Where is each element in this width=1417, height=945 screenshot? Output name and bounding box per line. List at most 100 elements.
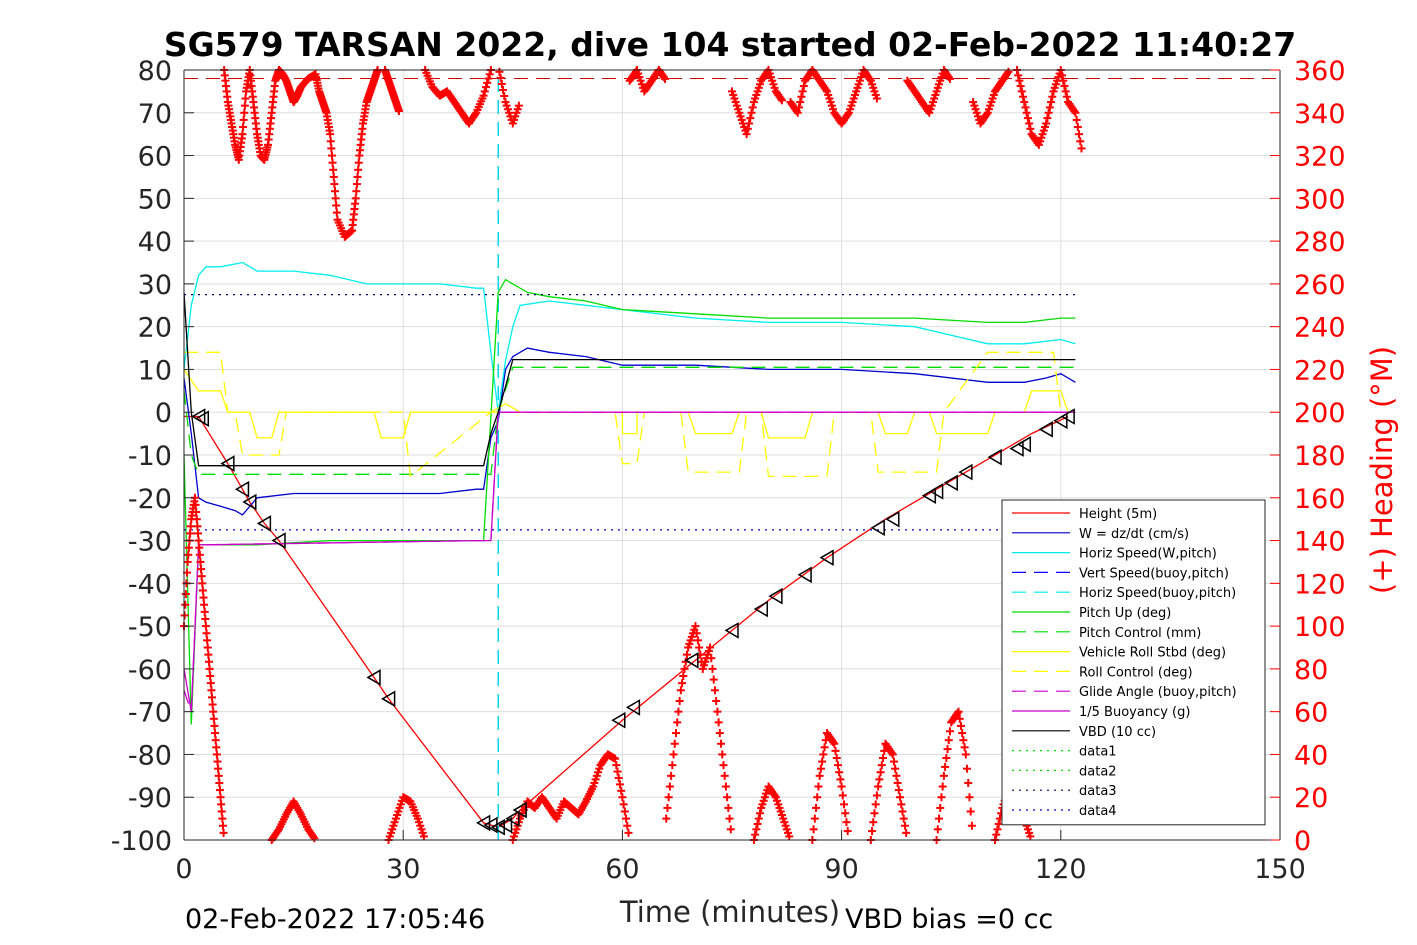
series-6-line: [183, 366, 1076, 475]
heading-marker-258: [351, 194, 360, 203]
heading-marker-899: [959, 736, 968, 745]
heading-marker-830: [889, 757, 898, 766]
heading-markers: [180, 66, 1086, 844]
heading-marker-584: [663, 803, 672, 812]
y-tick-label-9: -10: [128, 441, 172, 472]
legend-label-2: Horiz Speed(W,pitch): [1079, 547, 1217, 562]
heading-marker-836: [897, 800, 906, 809]
y-right-tick-label-11: 140: [1294, 527, 1346, 558]
heading-marker-56: [214, 764, 223, 773]
legend-label-15: data4: [1079, 804, 1117, 819]
heading-marker-33: [200, 600, 209, 609]
heading-marker-996: [1048, 92, 1057, 101]
legend: Height (5m) W = dz/dt (cm/s) Horiz Speed(W…: [1001, 499, 1266, 826]
heading-marker-755: [820, 743, 829, 752]
heading-marker-51: [211, 729, 220, 738]
heading-marker-936: [1004, 67, 1013, 76]
heading-marker-43: [206, 672, 215, 681]
heading-marker-598: [680, 664, 689, 673]
y-right-tick-label-15: 60: [1294, 698, 1328, 729]
heading-marker-239: [332, 208, 341, 217]
depth-marker-34: [1060, 408, 1075, 425]
x-tick-label-1: 30: [386, 854, 420, 885]
legend-box: [1001, 499, 1266, 826]
y-right-tick-label-9: 180: [1294, 441, 1346, 472]
heading-marker-628: [717, 739, 726, 748]
y-tick-label-1: 70: [138, 99, 172, 130]
depth-marker-28: [958, 463, 973, 481]
heading-marker-1016: [1072, 115, 1081, 124]
x-tick-label-3: 90: [824, 854, 858, 885]
heading-marker-1017: [1073, 123, 1082, 132]
series-8-line: [184, 351, 1076, 478]
heading-marker-680: [751, 830, 760, 839]
heading-marker-435: [482, 83, 491, 92]
heading-marker-589: [669, 750, 678, 759]
heading-marker-683: [754, 814, 763, 823]
heading-marker-884: [941, 762, 950, 771]
heading-marker-434: [480, 87, 489, 96]
depth-marker-25: [921, 487, 937, 504]
heading-marker-812: [868, 827, 877, 836]
depth-marker-12: [498, 816, 513, 834]
depth-marker-8: [381, 690, 396, 708]
heading-marker-590: [670, 739, 679, 748]
y-right-tick-label-1: 340: [1294, 99, 1346, 130]
heading-marker-1018: [1075, 130, 1084, 139]
heading-marker-40: [204, 650, 213, 659]
heading-marker-903: [964, 778, 973, 787]
depth-marker-2: [220, 455, 235, 472]
heading-marker-608: [692, 629, 701, 638]
heading-marker-35: [201, 614, 210, 623]
heading-marker-650: [743, 124, 752, 133]
y-right-tick-label-4: 280: [1294, 227, 1346, 258]
heading-marker-591: [671, 729, 680, 738]
heading-marker-968: [1014, 71, 1023, 80]
heading-marker-58: [215, 778, 224, 787]
heading-marker-100: [240, 101, 249, 110]
heading-marker-678: [777, 96, 786, 105]
heading-marker-838: [899, 814, 908, 823]
depth-marker-19: [753, 600, 768, 618]
heading-marker-978: [1026, 124, 1035, 133]
heading-marker-442: [497, 79, 506, 88]
heading-marker-684: [756, 809, 765, 818]
y-right-tick-label-12: 120: [1294, 569, 1346, 600]
heading-marker-53: [212, 743, 221, 752]
heading-marker-969: [1015, 76, 1024, 85]
heading-marker-26: [195, 550, 204, 559]
legend-label-12: data1: [1079, 745, 1117, 760]
heading-marker-765: [832, 754, 841, 763]
heading-marker-549: [620, 807, 629, 816]
heading-marker-45: [207, 686, 216, 695]
heading-marker-810: [872, 94, 881, 103]
heading-marker-820: [877, 761, 886, 770]
heading-marker-600: [682, 650, 691, 659]
depth-marker-23: [870, 519, 885, 537]
heading-marker-773: [842, 818, 851, 827]
heading-marker-546: [617, 786, 626, 795]
heading-marker-771: [840, 800, 849, 809]
heading-marker-543: [613, 767, 622, 776]
depth-marker-30: [1009, 440, 1024, 457]
heading-marker-754: [819, 750, 828, 759]
heading-marker-541: [611, 754, 620, 763]
heading-marker-47: [208, 700, 217, 709]
heading-marker-625: [713, 707, 722, 716]
tick-labels: 0 30 60 90 120 15080706050403020100-10-20-30-…: [111, 56, 1346, 885]
footer-vbd-bias: VBD bias =0 cc: [845, 904, 1053, 935]
heading-marker-831: [891, 764, 900, 773]
heading-marker-354: [310, 834, 319, 843]
heading-marker-769: [837, 782, 846, 791]
heading-marker-748: [812, 803, 821, 812]
heading-marker-840: [902, 828, 911, 837]
heading-marker-901: [961, 750, 970, 759]
chart-title: SG579 TARSAN 2022, dive 104 started 02-F…: [164, 25, 1296, 64]
heading-marker-50: [210, 721, 219, 730]
heading-marker-62: [217, 807, 226, 816]
heading-marker-2: [181, 600, 190, 609]
y-right-tick-label-0: 360: [1294, 56, 1346, 87]
series-0-line: [184, 415, 1069, 828]
heading-marker-881: [937, 793, 946, 802]
heading-marker-20: [192, 508, 201, 517]
